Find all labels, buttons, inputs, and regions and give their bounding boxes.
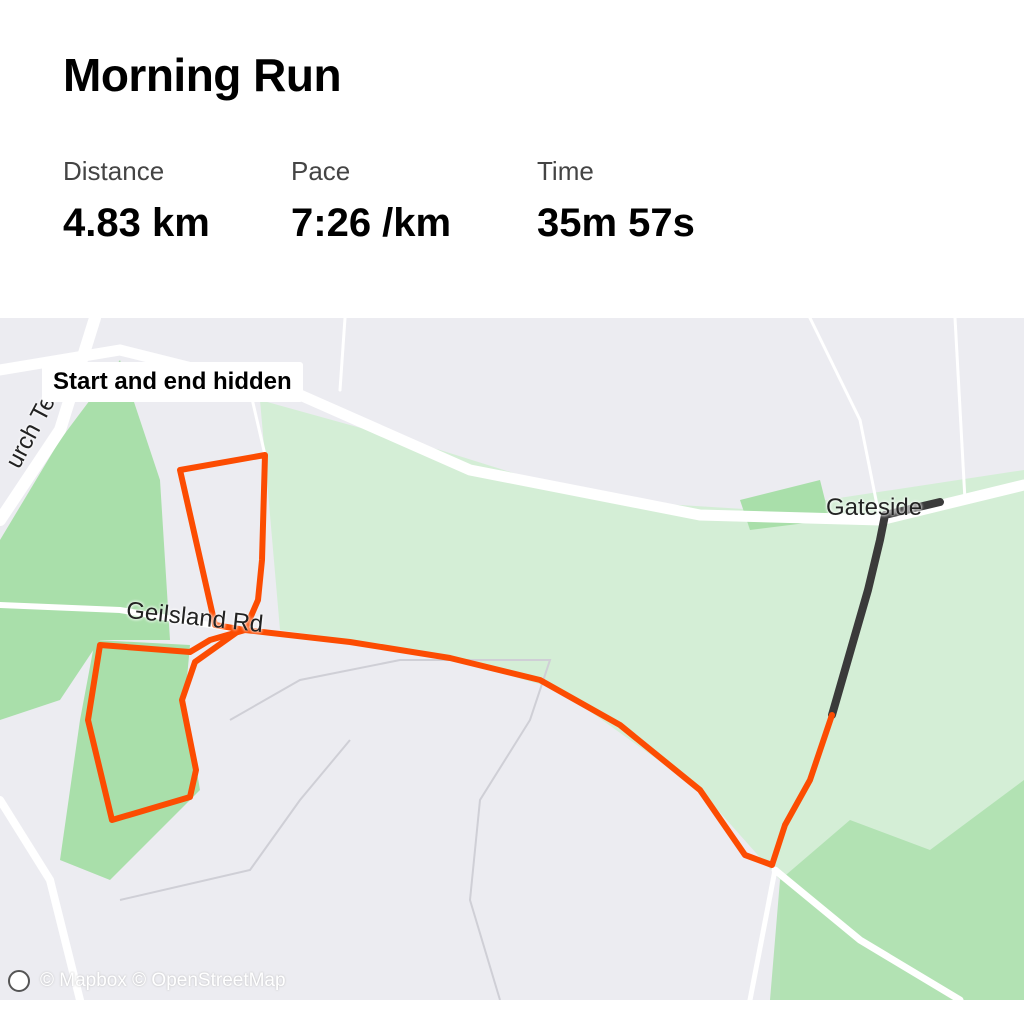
activity-title: Morning Run [63,49,342,101]
stat-time: Time 35m 57s [537,156,695,246]
attribution-text[interactable]: © Mapbox © OpenStreetMap [40,970,286,991]
stat-pace: Pace 7:26 /km [291,156,451,246]
path [119,739,351,901]
route-hidden-segment [828,498,944,719]
stat-label: Pace [291,156,351,186]
wood-area [770,780,1024,1000]
map-label-town: Gateside [826,494,923,521]
road [953,318,967,502]
stat-value: 35m 57s [537,201,695,245]
road [808,318,882,522]
stat-label: Time [537,156,594,186]
road [771,866,964,1000]
stat-label: Distance [63,156,165,186]
stat-value: 7:26 /km [291,201,452,245]
path [229,659,552,1000]
road [0,318,101,526]
mapbox-logo-icon[interactable] [8,970,30,992]
map-attribution[interactable]: © Mapbox © OpenStreetMap [8,970,286,992]
road [747,867,778,1000]
road [0,796,84,1000]
route-map[interactable]: Gateside Geilsland Rd urch Te Start and … [0,318,1024,1000]
wood-area [0,360,170,720]
stat-distance: Distance 4.83 km [63,156,210,246]
map-canvas [0,318,1024,1000]
road [0,602,243,633]
wood-area [60,640,200,880]
route-line [85,452,835,868]
stat-value: 4.83 km [63,201,210,245]
road [338,318,347,392]
privacy-badge: Start and end hidden [42,362,303,402]
